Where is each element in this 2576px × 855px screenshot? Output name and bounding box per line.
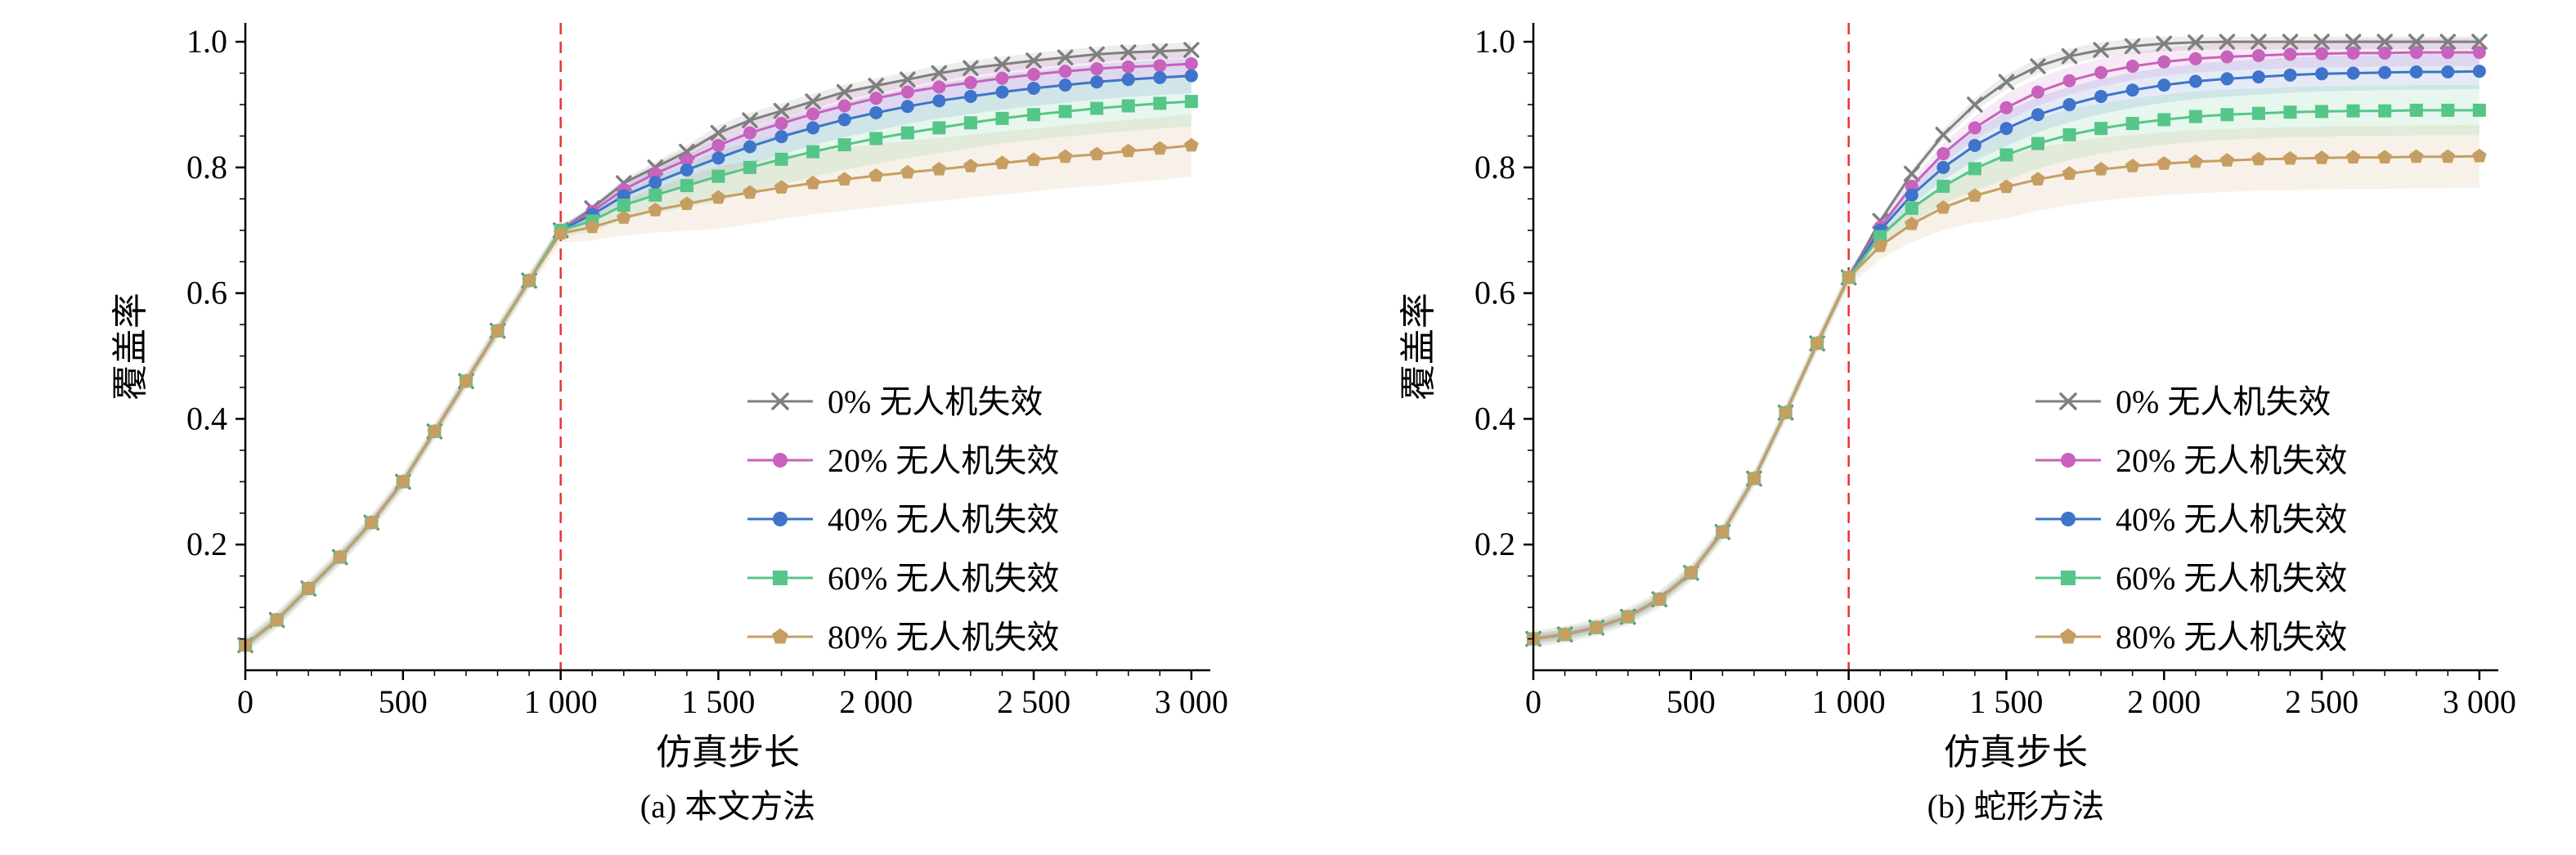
- svg-text:2 000: 2 000: [839, 683, 913, 720]
- legend-entry: 40% 无人机失效: [747, 501, 1059, 538]
- svg-text:1 000: 1 000: [524, 683, 598, 720]
- svg-text:0.8: 0.8: [186, 149, 227, 186]
- svg-text:1 000: 1 000: [1812, 683, 1886, 720]
- chart-a-canvas: 0 500 1 000 1 500 2 000 2 500 3 0000.20.40.60.…: [110, 23, 1228, 772]
- confidence-bands: [1533, 36, 2480, 648]
- svg-text:20% 无人机失效: 20% 无人机失效: [2116, 442, 2347, 479]
- legend-entry: 20% 无人机失效: [747, 442, 1059, 479]
- x-axis-label: 仿真步长: [656, 732, 800, 772]
- y-axis: 0.2 0.4 0.6 0.8 1.0: [1474, 23, 1533, 562]
- svg-text:2 500: 2 500: [2285, 683, 2358, 720]
- x-axis: 0 500 1 000 1 500 2 000 2 500 3 000: [1525, 670, 2516, 720]
- svg-text:1.0: 1.0: [1474, 23, 1515, 60]
- svg-text:0.8: 0.8: [1474, 149, 1515, 186]
- legend-entry: 0% 无人机失效: [2035, 383, 2331, 420]
- svg-text:3 000: 3 000: [2443, 683, 2516, 720]
- series-lines: [237, 42, 1200, 653]
- legend-entry: 60% 无人机失效: [747, 560, 1059, 597]
- svg-text:1.0: 1.0: [186, 23, 227, 60]
- svg-text:500: 500: [379, 683, 428, 720]
- chart-b-caption: (b) 蛇形方法: [1927, 788, 2105, 825]
- svg-text:1 500: 1 500: [681, 683, 755, 720]
- svg-text:0.2: 0.2: [186, 526, 227, 562]
- svg-text:80% 无人机失效: 80% 无人机失效: [2116, 619, 2347, 656]
- x-axis: 0 500 1 000 1 500 2 000 2 500 3 000: [237, 670, 1228, 720]
- svg-text:2 500: 2 500: [997, 683, 1070, 720]
- svg-text:40% 无人机失效: 40% 无人机失效: [828, 501, 1059, 538]
- y-axis-label: 覆盖率: [1398, 293, 1438, 401]
- svg-text:0: 0: [237, 683, 254, 720]
- chart-a: 0 500 1 000 1 500 2 000 2 500 3 000 0.2 0.4 0.6 0.…: [110, 23, 1228, 825]
- y-axis: 0.2 0.4 0.6 0.8 1.0: [186, 23, 245, 562]
- svg-text:80% 无人机失效: 80% 无人机失效: [828, 619, 1059, 656]
- legend-entry: 0% 无人机失效: [747, 383, 1043, 420]
- svg-text:40% 无人机失效: 40% 无人机失效: [2116, 501, 2347, 538]
- chart-a-caption: (a) 本文方法: [640, 788, 816, 825]
- series-lines: [1525, 34, 2488, 647]
- svg-text:0.2: 0.2: [1474, 526, 1515, 562]
- svg-text:0% 无人机失效: 0% 无人机失效: [828, 383, 1043, 420]
- svg-text:0% 无人机失效: 0% 无人机失效: [2116, 383, 2331, 420]
- legend: 0% 无人机失效 20% 无人机失效 40% 无人机失效 60% 无人机失效 80% 无…: [2035, 383, 2347, 656]
- y-axis-label: 覆盖率: [110, 293, 150, 401]
- axes: [1528, 23, 2498, 676]
- series-4: [1526, 148, 2487, 645]
- svg-text:500: 500: [1667, 683, 1716, 720]
- legend: 0% 无人机失效 20% 无人机失效 40% 无人机失效 60% 无人机失效 80% 无…: [747, 383, 1059, 656]
- series-4: [238, 137, 1199, 651]
- x-axis-label: 仿真步长: [1944, 732, 2088, 772]
- legend-entry: 80% 无人机失效: [2035, 619, 2347, 656]
- axes: [240, 23, 1210, 676]
- svg-text:0.6: 0.6: [1474, 275, 1515, 311]
- svg-text:1 500: 1 500: [1969, 683, 2043, 720]
- svg-text:20% 无人机失效: 20% 无人机失效: [828, 442, 1059, 479]
- legend-entry: 40% 无人机失效: [2035, 501, 2347, 538]
- legend-entry: 20% 无人机失效: [2035, 442, 2347, 479]
- svg-text:2 000: 2 000: [2127, 683, 2201, 720]
- svg-text:60% 无人机失效: 60% 无人机失效: [828, 560, 1059, 597]
- legend-entry: 60% 无人机失效: [2035, 560, 2347, 597]
- svg-text:0.6: 0.6: [186, 275, 227, 311]
- svg-text:0: 0: [1525, 683, 1542, 720]
- svg-text:3 000: 3 000: [1155, 683, 1228, 720]
- legend-entry: 80% 无人机失效: [747, 619, 1059, 656]
- svg-text:60% 无人机失效: 60% 无人机失效: [2116, 560, 2347, 597]
- chart-b: 0 500 1 000 1 500 2 000 2 500 3 000 0.2 0.4 0.6 0.…: [1288, 0, 2576, 855]
- svg-text:0.4: 0.4: [186, 400, 227, 436]
- chart-b-canvas: 0 500 1 000 1 500 2 000 2 500 3 0000.20.40.60.…: [1398, 23, 2516, 772]
- svg-text:0.4: 0.4: [1474, 400, 1515, 436]
